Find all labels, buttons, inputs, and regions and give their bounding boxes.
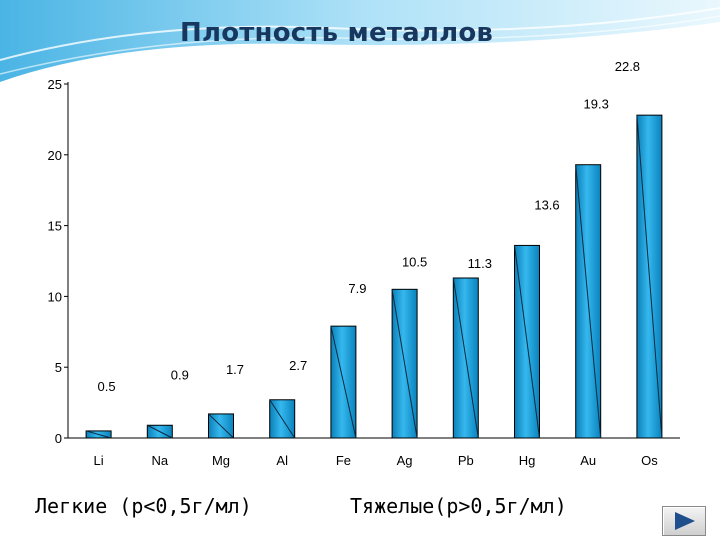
y-tick-label: 25 — [48, 77, 62, 92]
data-label: 1.7 — [226, 362, 244, 377]
light-metals-note: Легкие (р<0,5г/мл) — [35, 494, 252, 518]
next-slide-button[interactable] — [662, 506, 706, 536]
x-tick-label: Ag — [397, 453, 413, 468]
bar-diagonal-Li — [85, 430, 112, 439]
x-tick-label: Li — [94, 453, 104, 468]
data-label: 0.9 — [171, 367, 189, 382]
x-tick-label: Pb — [458, 453, 474, 468]
bar-diagonal-Ag — [391, 289, 418, 439]
data-label: 10.5 — [402, 254, 427, 269]
x-tick-label: Os — [641, 453, 658, 468]
data-label: 0.5 — [98, 379, 116, 394]
bar-diagonal-Hg — [514, 245, 540, 439]
y-tick-label: 5 — [55, 360, 62, 375]
data-label: 2.7 — [289, 358, 307, 373]
x-tick-label: Hg — [519, 453, 536, 468]
y-tick-label: 0 — [55, 431, 62, 446]
y-tick-label: 20 — [48, 148, 62, 163]
bar-diagonal-Au — [575, 164, 602, 439]
x-tick-label: Al — [276, 453, 288, 468]
x-tick-label: Au — [580, 453, 596, 468]
x-tick-label: Mg — [212, 453, 230, 468]
bar-diagonal-Mg — [208, 413, 234, 439]
data-label: 13.6 — [534, 197, 559, 212]
data-label: 19.3 — [584, 97, 609, 112]
bar-diagonal-Pb — [452, 277, 479, 439]
x-tick-label: Na — [151, 453, 168, 468]
data-label: 7.9 — [348, 281, 366, 296]
slide-title: Плотность металлов — [180, 18, 494, 48]
data-label: 11.3 — [468, 256, 492, 271]
bar-diagonal-Na — [147, 424, 173, 439]
y-tick-label: 15 — [48, 219, 62, 234]
play-right-icon — [675, 512, 695, 530]
heavy-metals-note: Тяжелые(р>0,5г/мл) — [350, 494, 567, 518]
bar-diagonal-Fe — [330, 326, 357, 439]
bar-diagonal-Al — [269, 399, 296, 439]
x-tick-label: Fe — [336, 453, 351, 468]
y-tick-label: 10 — [48, 289, 62, 304]
data-label: 22.8 — [615, 59, 640, 74]
bar-diagonal-Os — [636, 115, 663, 439]
